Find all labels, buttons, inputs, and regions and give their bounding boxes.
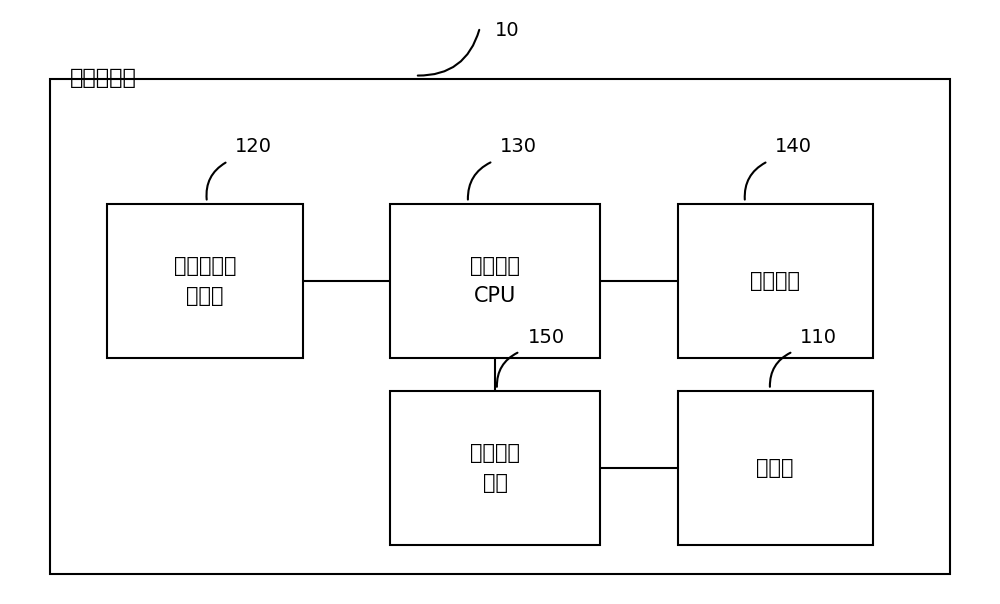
Text: 140: 140 — [775, 137, 812, 156]
Bar — [678, 204, 872, 358]
Text: 120: 120 — [235, 137, 272, 156]
Text: 脉冲输出
电路: 脉冲输出 电路 — [470, 443, 520, 493]
Text: 皮肤导电率
传感器: 皮肤导电率 传感器 — [174, 256, 236, 306]
Text: 130: 130 — [500, 137, 537, 156]
Bar — [50, 79, 950, 574]
Bar — [107, 204, 302, 358]
Text: 150: 150 — [528, 329, 565, 347]
Text: 110: 110 — [800, 329, 837, 347]
Text: 离子导入仪: 离子导入仪 — [70, 68, 137, 88]
Text: 10: 10 — [495, 21, 520, 40]
Text: 电极片: 电极片 — [756, 458, 794, 478]
Text: 主控制器
CPU: 主控制器 CPU — [470, 256, 520, 306]
Bar — [678, 391, 872, 545]
Text: 输出模块: 输出模块 — [750, 271, 800, 291]
Bar — [390, 204, 600, 358]
Bar — [390, 391, 600, 545]
